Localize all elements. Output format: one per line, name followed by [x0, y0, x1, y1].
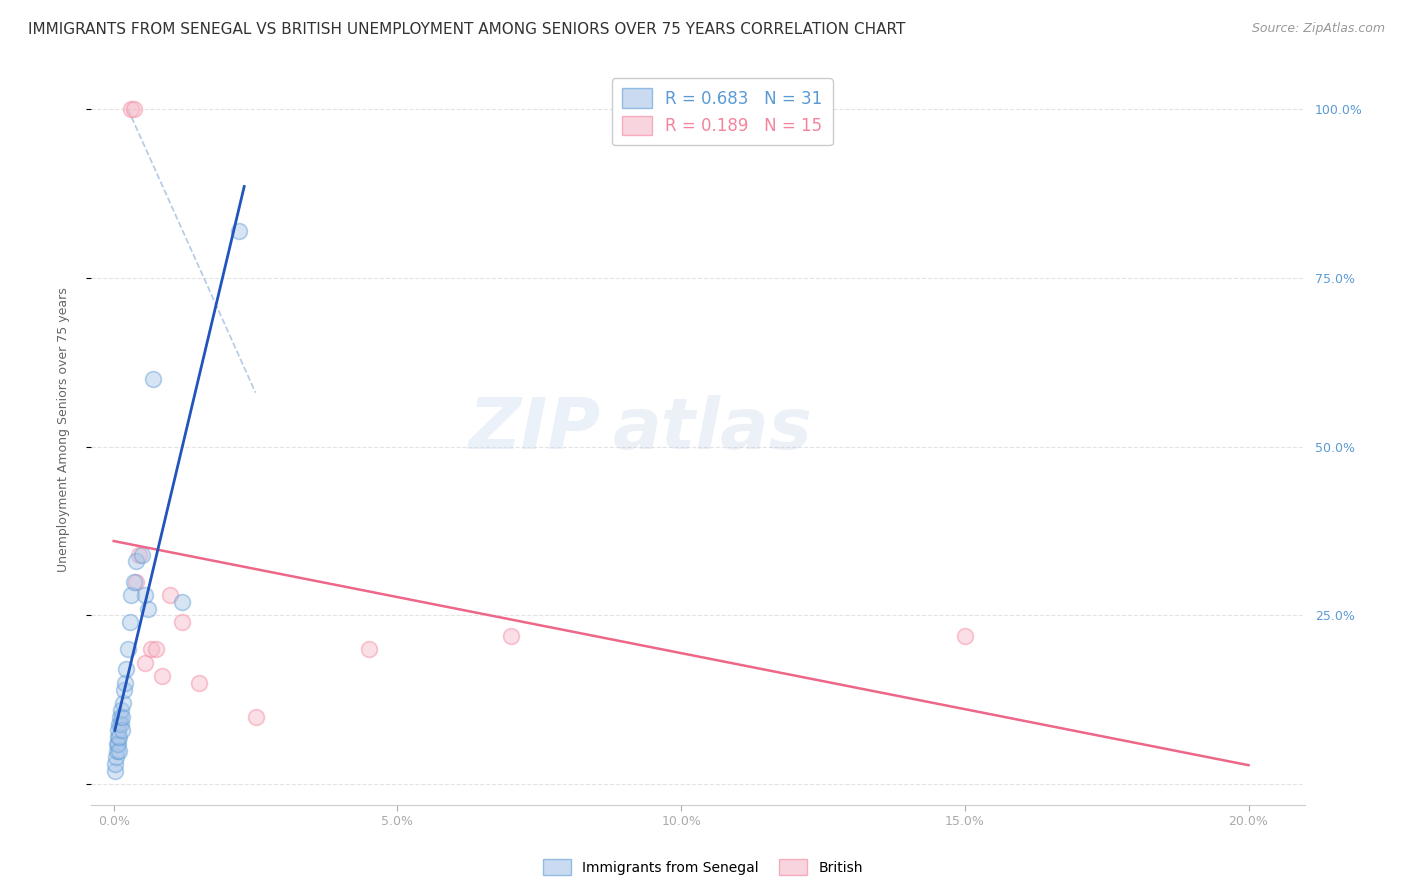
Point [125, 554, 148, 568]
Point [125, 574, 148, 589]
Point [128, 548, 150, 562]
Point [111, 723, 134, 738]
Point [105, 737, 128, 751]
Point [108, 716, 131, 731]
Point [107, 730, 129, 744]
Point [120, 588, 142, 602]
Legend: R = 0.683   N = 31, R = 0.189   N = 15: R = 0.683 N = 31, R = 0.189 N = 15 [612, 78, 832, 145]
Text: atlas: atlas [613, 395, 813, 465]
Text: IMMIGRANTS FROM SENEGAL VS BRITISH UNEMPLOYMENT AMONG SENIORS OVER 75 YEARS CORR: IMMIGRANTS FROM SENEGAL VS BRITISH UNEMP… [28, 22, 905, 37]
Point [110, 703, 132, 717]
Text: ZIP: ZIP [468, 395, 600, 465]
Point [107, 737, 129, 751]
Legend: Immigrants from Senegal, British: Immigrants from Senegal, British [537, 854, 869, 880]
Point [145, 642, 167, 657]
Point [104, 757, 127, 772]
Point [104, 764, 127, 778]
Point [187, 676, 209, 690]
Point [118, 615, 141, 630]
Point [357, 642, 380, 657]
Y-axis label: Unemployment Among Seniors over 75 years: Unemployment Among Seniors over 75 years [58, 287, 70, 572]
Point [136, 601, 159, 615]
Point [131, 548, 153, 562]
Point [110, 716, 132, 731]
Point [111, 696, 134, 710]
Text: Source: ZipAtlas.com: Source: ZipAtlas.com [1251, 22, 1385, 36]
Point [953, 629, 976, 643]
Point [108, 730, 131, 744]
Point [117, 642, 139, 657]
Point [499, 629, 522, 643]
Point [108, 710, 131, 724]
Point [245, 710, 267, 724]
Point [122, 102, 145, 116]
Point [120, 102, 142, 116]
Point [134, 588, 156, 602]
Point [170, 615, 193, 630]
Point [150, 669, 173, 683]
Point [114, 676, 136, 690]
Point [104, 750, 127, 764]
Point [134, 656, 156, 670]
Point [111, 710, 134, 724]
Point [228, 224, 250, 238]
Point [105, 743, 128, 757]
Point [112, 682, 135, 697]
Point [170, 595, 193, 609]
Point [108, 743, 131, 757]
Point [107, 723, 129, 738]
Point [139, 642, 162, 657]
Point [142, 372, 165, 386]
Point [115, 663, 138, 677]
Point [122, 574, 145, 589]
Point [159, 588, 181, 602]
